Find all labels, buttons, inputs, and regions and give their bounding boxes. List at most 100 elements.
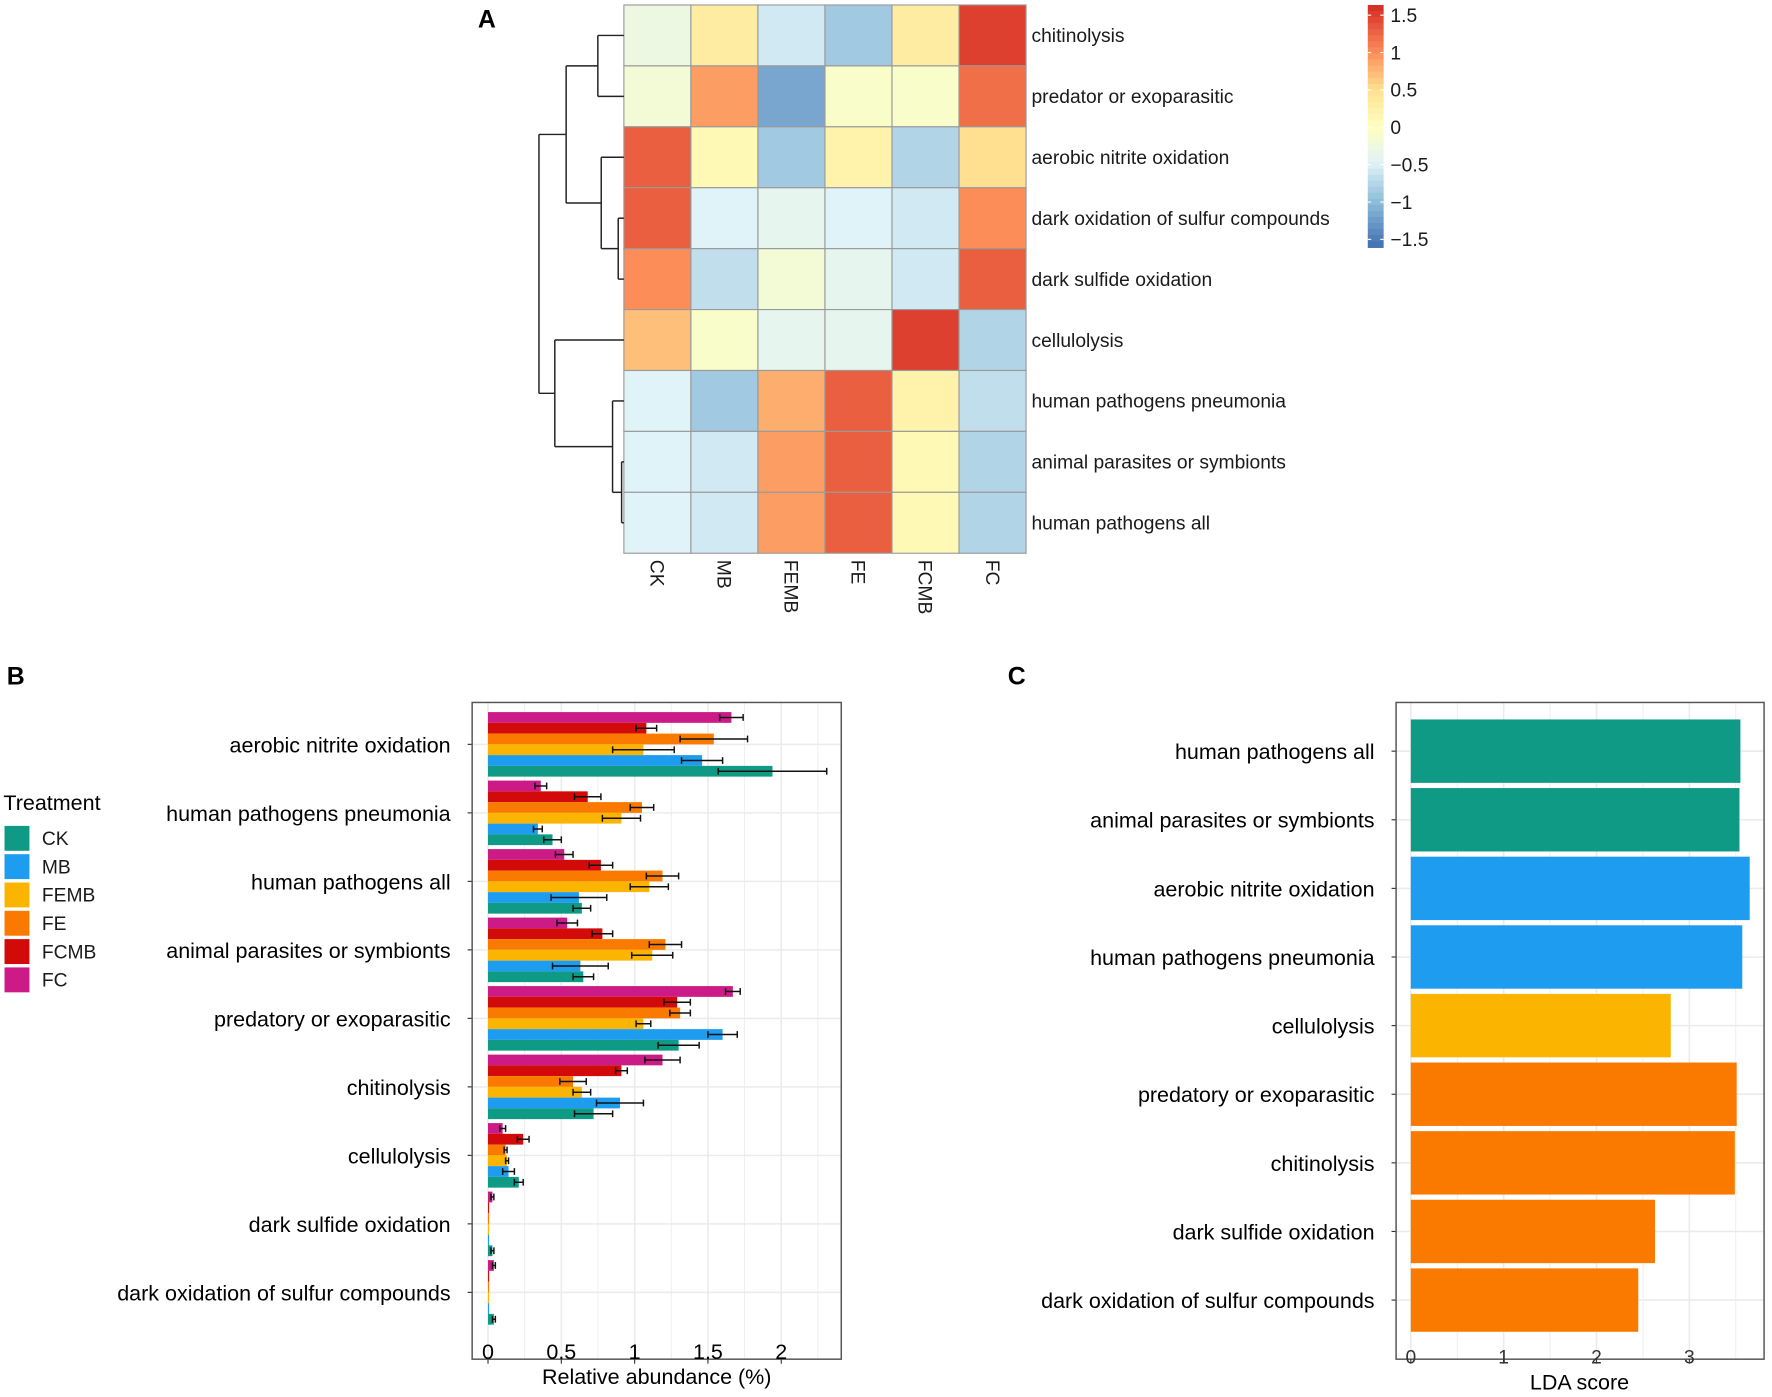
bar-FC (488, 712, 732, 723)
heatmap-cell (757, 126, 826, 189)
plot-border (1395, 701, 1765, 1360)
category-label: cellulolysis (1272, 1015, 1375, 1039)
heatmap-cell (891, 248, 960, 311)
abundance-bar-panel: aerobic nitrite oxidation human pathogens… (3, 701, 843, 1389)
category-label: cellulolysis (348, 1144, 451, 1168)
colorbar-tick-label: 1.5 (1390, 6, 1417, 27)
heatmap-cell (891, 369, 960, 432)
bar-FEMB (488, 1223, 490, 1235)
heatmap-cell (824, 491, 893, 554)
bar-FEMB (488, 812, 622, 824)
category-label: aerobic nitrite oxidation (1153, 877, 1374, 901)
heatmap-cell (757, 308, 826, 372)
bar-FE (488, 939, 666, 950)
colorbar-segment (1367, 41, 1384, 49)
colorbar-segment (1367, 120, 1384, 127)
bar-FCMB (488, 859, 601, 871)
lda-bar-CK (1410, 719, 1741, 783)
bar-FE (488, 802, 642, 813)
heatmap-cell (757, 430, 826, 493)
bar-FE (488, 1281, 490, 1293)
colorbar-segment (1367, 77, 1384, 85)
bar-MB (488, 1029, 723, 1040)
x-tick-label: 1 (629, 1340, 641, 1364)
legend-label: FEMB (42, 886, 95, 907)
colorbar-segment (1367, 186, 1384, 194)
heatmap-cell (891, 126, 960, 189)
panel-label-b: B (7, 662, 25, 690)
x-tick-label: 2 (775, 1340, 787, 1364)
colorbar-segment (1367, 162, 1384, 170)
bar-FE (488, 870, 663, 882)
bar-FC (488, 1260, 494, 1271)
heatmap-cell (623, 430, 692, 493)
lda-bar-CK (1410, 788, 1740, 852)
heatmap-column-label: CK (646, 560, 667, 587)
category-label: dark sulfide oxidation (249, 1213, 451, 1237)
bar-FC (488, 1054, 663, 1066)
bar-MB (488, 1166, 509, 1177)
bar-FEMB (488, 1018, 644, 1030)
heatmap-cell (891, 308, 960, 372)
heatmap-cell (690, 491, 759, 554)
heatmap-cell (958, 4, 1027, 67)
colorbar-segment (1367, 11, 1384, 18)
bar-MB (488, 1303, 490, 1314)
bar-FE (488, 1144, 506, 1156)
lda-bar-MB (1410, 925, 1743, 989)
category-label: dark sulfide oxidation (1173, 1220, 1375, 1244)
bar-FE (488, 1213, 490, 1224)
legend-swatch-FC (4, 967, 30, 993)
category-label: human pathogens pneumonia (166, 802, 451, 826)
legend-swatch-FEMB (4, 882, 30, 908)
heatmap-cell (824, 187, 893, 250)
x-tick-label: 1.5 (693, 1340, 723, 1364)
legend-label: FC (42, 971, 68, 992)
colorbar-tick-label: 0 (1390, 118, 1401, 139)
heatmap-cell (958, 491, 1027, 554)
bar-FCMB (488, 996, 678, 1008)
heatmap-row-label: human pathogens all (1031, 514, 1210, 535)
category-label: dark oxidation of sulfur compounds (117, 1281, 450, 1305)
bar-FEMB (488, 1155, 508, 1167)
heatmap-cell (891, 65, 960, 128)
category-label: predatory or exoparasitic (214, 1007, 451, 1031)
heatmap-cell (891, 491, 960, 554)
category-label: chitinolysis (1271, 1152, 1375, 1176)
heatmap-cell (958, 430, 1027, 493)
colorbar-segment (1367, 101, 1384, 109)
heatmap-row-label: dark sulfide oxidation (1031, 270, 1212, 291)
heatmap-column-label: FCMB (914, 560, 935, 615)
x-tick-label: 0 (1405, 1348, 1416, 1369)
heatmap-row-label: predator or exoparasitic (1031, 87, 1233, 108)
heatmap-panel: chitinolysis predator or exoparasitic aero… (538, 4, 1428, 615)
bar-CK (488, 1108, 594, 1120)
colorbar-tick-label: −1 (1390, 193, 1412, 214)
x-tick-label: 0 (482, 1340, 494, 1364)
bar-FCMB (488, 928, 603, 940)
heatmap-column-label: FC (981, 560, 1002, 586)
colorbar-segment (1367, 192, 1384, 200)
heatmap-cell (958, 65, 1027, 128)
heatmap-column-label: FEMB (780, 560, 801, 613)
heatmap-cell (623, 308, 692, 372)
heatmap-cell (824, 369, 893, 432)
heatmap-cell (623, 4, 692, 67)
heatmap-cell (623, 126, 692, 189)
heatmap-cell (623, 65, 692, 128)
bar-FC (488, 849, 565, 860)
bar-MB (488, 1097, 620, 1109)
colorbar-segment (1367, 114, 1384, 121)
category-label: predatory or exoparasitic (1138, 1083, 1375, 1107)
legend-swatch-MB (4, 854, 30, 880)
x-axis-title: Relative abundance (%) (542, 1365, 771, 1389)
category-label: chitinolysis (347, 1076, 451, 1100)
heatmap-cell (623, 491, 692, 554)
colorbar-segment (1367, 204, 1384, 212)
bar-MB (488, 823, 538, 835)
lda-bar-panel: human pathogens all animal parasites or s… (1041, 701, 1765, 1395)
colorbar-tick-label: −1.5 (1390, 230, 1428, 251)
heatmap-cell (958, 369, 1027, 432)
heatmap-cell (623, 187, 692, 250)
heatmap-cell (690, 65, 759, 128)
